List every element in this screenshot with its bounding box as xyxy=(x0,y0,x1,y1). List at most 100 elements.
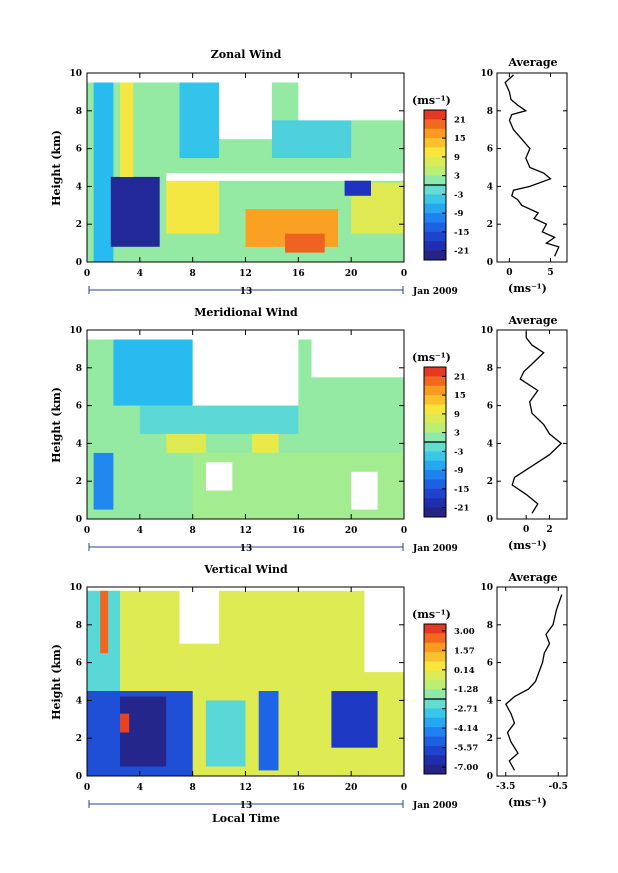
colorbar-step xyxy=(424,395,446,405)
colorbar-step xyxy=(424,147,446,158)
colorbar-tick-label: -15 xyxy=(454,485,469,495)
colorbar-step xyxy=(424,376,446,387)
colorbar-tick-label: -21 xyxy=(454,504,469,514)
heatmap-cell xyxy=(219,82,272,140)
average-x-tick-label: -3.5 xyxy=(496,782,515,792)
colorbar-step xyxy=(424,451,446,462)
x-tick-label: 0 xyxy=(84,783,90,793)
average-profile-line xyxy=(511,331,563,514)
average-profile-line xyxy=(504,74,560,257)
panel-title: Zonal Wind xyxy=(211,48,282,61)
date-day-label: 13 xyxy=(240,801,253,811)
average-y-tick-label: 0 xyxy=(487,515,493,525)
x-tick-label: 0 xyxy=(84,269,90,279)
heatmap-cell xyxy=(205,700,246,767)
average-y-tick-label: 6 xyxy=(487,145,493,155)
heatmap-cell xyxy=(271,120,352,159)
colorbar-step xyxy=(424,708,446,719)
y-tick-label: 4 xyxy=(76,439,82,449)
colorbar-units: (ms⁻¹) xyxy=(412,94,451,107)
colorbar-step xyxy=(424,250,446,261)
average-x-label: (ms⁻¹) xyxy=(508,796,547,809)
y-tick-label: 10 xyxy=(69,326,82,336)
colorbar-step xyxy=(424,166,446,177)
heatmap-cell xyxy=(93,82,114,262)
x-tick-label: 8 xyxy=(190,526,196,536)
average-y-tick-label: 10 xyxy=(480,326,493,336)
y-axis-label: Height (km) xyxy=(50,130,63,206)
heatmap-cell xyxy=(93,452,114,510)
colorbar-step xyxy=(424,138,446,148)
colorbar-step xyxy=(424,241,446,252)
heatmap-cell xyxy=(364,590,404,673)
colorbar-step xyxy=(424,717,446,728)
heatmap-zonal xyxy=(87,82,405,262)
date-day-label: 13 xyxy=(240,287,253,297)
average-y-tick-label: 0 xyxy=(487,772,493,782)
colorbar-step xyxy=(424,689,446,700)
y-tick-label: 8 xyxy=(76,621,82,631)
y-tick-label: 8 xyxy=(76,107,82,117)
colorbar-step xyxy=(424,680,446,691)
average-y-tick-label: 6 xyxy=(487,402,493,412)
average-y-tick-label: 4 xyxy=(487,439,493,449)
colorbar-step xyxy=(424,413,446,424)
average-x-label: (ms⁻¹) xyxy=(508,282,547,295)
colorbar-step xyxy=(424,642,446,653)
colorbar-tick-label: -1.28 xyxy=(454,685,478,695)
colorbar-tick-label: 1.57 xyxy=(454,646,475,656)
date-month-label: Jan 2009 xyxy=(412,287,458,297)
colorbar-tick-label: 9 xyxy=(454,410,460,420)
heatmap-cell xyxy=(351,471,378,510)
y-tick-label: 6 xyxy=(76,145,82,155)
x-tick-label: 8 xyxy=(190,783,196,793)
average-title: Average xyxy=(507,56,557,69)
colorbar-step xyxy=(424,423,446,434)
average-y-tick-label: 2 xyxy=(487,477,493,487)
average-title: Average xyxy=(507,314,557,327)
colorbar-tick-label: 9 xyxy=(454,153,460,163)
heatmap-cell xyxy=(110,176,160,247)
date-axis: 13 Jan 2009 xyxy=(88,543,458,554)
average-y-tick-label: 4 xyxy=(487,696,493,706)
colorbar-tick-label: 3 xyxy=(454,172,460,182)
average-x-tick-label: 0 xyxy=(506,268,512,278)
x-tick-label: 0 xyxy=(84,526,90,536)
colorbar-tick-label: 21 xyxy=(454,372,466,382)
heatmap-cell xyxy=(179,82,220,159)
average-frame xyxy=(496,586,568,777)
x-axis-label: Local Time xyxy=(212,812,280,825)
average-x-tick-label: 2 xyxy=(546,525,552,535)
colorbar-step xyxy=(424,507,446,518)
x-tick-label: 16 xyxy=(292,526,305,536)
y-tick-label: 8 xyxy=(76,364,82,374)
colorbar-tick-label: 3 xyxy=(454,429,460,439)
colorbar-tick-label: -4.14 xyxy=(454,724,478,734)
colorbar-step xyxy=(424,470,446,480)
colorbar-step xyxy=(424,633,446,644)
y-axis-label: Height (km) xyxy=(50,387,63,463)
colorbar-step xyxy=(424,385,446,396)
heatmap-cell xyxy=(100,590,109,654)
average-x-tick-label: -0.5 xyxy=(549,782,568,792)
x-tick-label: 16 xyxy=(292,783,305,793)
colorbar-step xyxy=(424,231,446,242)
heatmap-cell xyxy=(179,590,220,644)
colorbar-step xyxy=(424,764,446,775)
colorbar-step xyxy=(424,119,446,130)
heatmap-cell xyxy=(252,433,279,453)
average-y-tick-label: 10 xyxy=(480,583,493,593)
y-tick-label: 2 xyxy=(76,477,82,487)
y-tick-label: 0 xyxy=(76,772,82,782)
heatmap-cell xyxy=(139,405,299,434)
heatmap-cell xyxy=(258,691,279,771)
colorbar-tick-label: -2.71 xyxy=(454,705,478,715)
average-profile-line xyxy=(504,594,563,771)
heatmap-cell xyxy=(344,180,371,196)
heatmap-cell xyxy=(285,233,325,253)
colorbar-tick-label: -21 xyxy=(454,247,469,257)
y-tick-label: 4 xyxy=(76,182,82,192)
x-tick-label: 16 xyxy=(292,269,305,279)
y-tick-label: 0 xyxy=(76,515,82,525)
